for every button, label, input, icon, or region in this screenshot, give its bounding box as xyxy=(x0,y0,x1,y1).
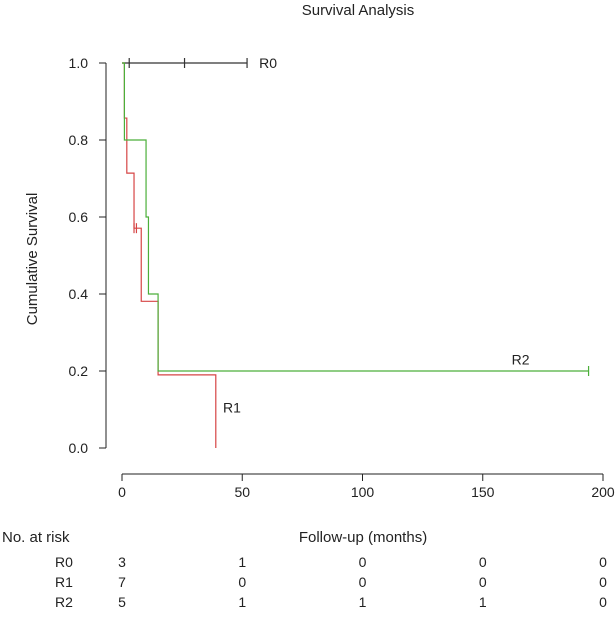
axes: 0 50 100 150 200 0.0 0.2 0.4 0.6 0.8 1.0 xyxy=(69,55,615,500)
curve-label-r1: R1 xyxy=(223,400,241,416)
curve-label-r0: R0 xyxy=(259,55,277,71)
risk-count: 1 xyxy=(359,594,367,610)
y-axis-label: Cumulative Survival xyxy=(24,193,41,326)
curve-labels: R0 R1 R2 xyxy=(223,55,530,416)
x-tick-label: 150 xyxy=(471,484,495,500)
x-tick-label: 200 xyxy=(591,484,615,500)
risk-count: 0 xyxy=(599,574,607,590)
risk-count: 0 xyxy=(599,554,607,570)
x-tick-label: 50 xyxy=(234,484,250,500)
risk-count: 0 xyxy=(359,554,367,570)
risk-count: 1 xyxy=(238,554,246,570)
x-axis-label: Follow-up (months) xyxy=(299,529,427,546)
risk-count: 0 xyxy=(238,574,246,590)
risk-table: R0 3 1 0 0 0 R1 7 0 0 0 0 R2 5 1 1 1 0 xyxy=(55,554,607,610)
risk-count: 0 xyxy=(599,594,607,610)
risk-count: 0 xyxy=(359,574,367,590)
y-tick-label: 0.4 xyxy=(69,286,89,302)
chart-title: Survival Analysis xyxy=(302,2,415,19)
risk-count: 1 xyxy=(479,594,487,610)
y-tick-label: 0.2 xyxy=(69,363,89,379)
risk-count: 0 xyxy=(479,554,487,570)
y-tick-label: 0.6 xyxy=(69,209,89,225)
risk-count: 3 xyxy=(118,554,126,570)
risk-count: 5 xyxy=(118,594,126,610)
risk-row-label: R0 xyxy=(55,554,73,570)
x-tick-label: 0 xyxy=(118,484,126,500)
curve-label-r2: R2 xyxy=(512,351,530,367)
y-tick-label: 0.0 xyxy=(69,440,89,456)
risk-count: 0 xyxy=(479,574,487,590)
survival-curves xyxy=(122,58,590,448)
x-tick-label: 100 xyxy=(351,484,375,500)
risk-row-label: R1 xyxy=(55,574,73,590)
y-tick-label: 0.8 xyxy=(69,132,89,148)
survival-curve-r1 xyxy=(122,62,217,448)
risk-count: 7 xyxy=(118,574,126,590)
risk-table-title: No. at risk xyxy=(2,529,70,546)
y-tick-label: 1.0 xyxy=(69,55,89,71)
risk-count: 1 xyxy=(238,594,246,610)
risk-row-label: R2 xyxy=(55,594,73,610)
survival-curve-r2 xyxy=(122,62,589,372)
